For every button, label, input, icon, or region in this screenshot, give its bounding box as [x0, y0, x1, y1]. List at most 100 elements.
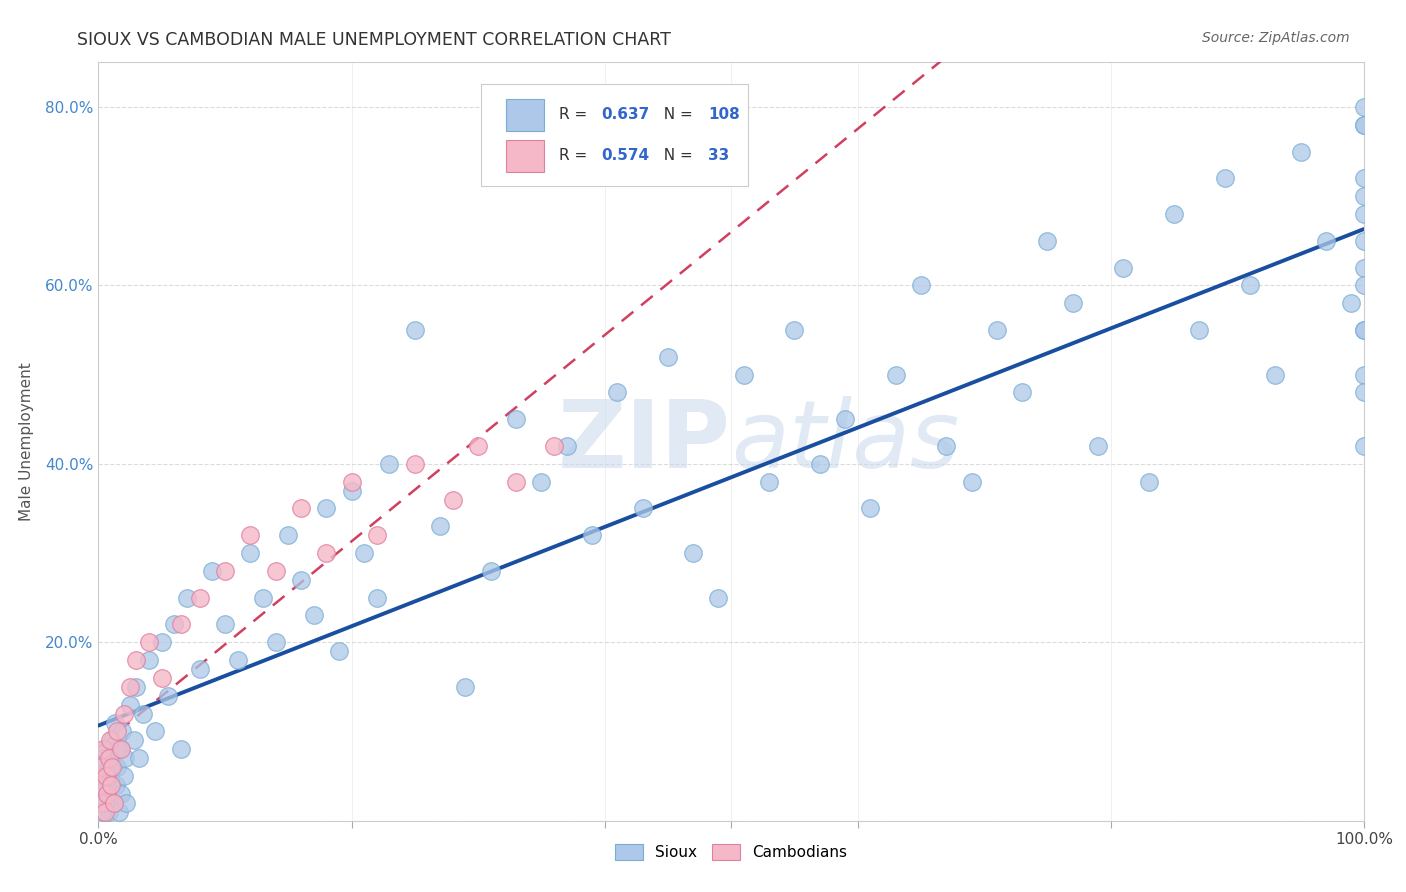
Point [122, 733, 145, 747]
Text: R =: R = [560, 107, 592, 122]
Point [1264, 368, 1286, 382]
Text: N =: N = [654, 107, 697, 122]
Point [132, 706, 155, 721]
Point [188, 662, 211, 676]
Point [125, 653, 148, 667]
Point [110, 742, 132, 756]
Point [264, 635, 287, 649]
Point [340, 475, 363, 489]
Point [108, 742, 131, 756]
Point [441, 492, 464, 507]
Point [1163, 207, 1185, 221]
FancyBboxPatch shape [481, 85, 748, 186]
Point [114, 751, 136, 765]
Text: N =: N = [654, 148, 697, 163]
Point [1353, 171, 1375, 186]
Y-axis label: Male Unemployment: Male Unemployment [18, 362, 34, 521]
Point [90, 760, 112, 774]
Point [226, 653, 249, 667]
Point [107, 724, 129, 739]
Point [101, 760, 124, 774]
Point [1353, 118, 1375, 132]
Point [112, 769, 135, 783]
Point [530, 475, 553, 489]
Point [157, 689, 180, 703]
FancyBboxPatch shape [506, 99, 544, 130]
Point [96, 787, 118, 801]
Point [543, 439, 565, 453]
Point [110, 787, 132, 801]
Text: 108: 108 [709, 107, 740, 122]
Point [631, 501, 654, 516]
Point [657, 350, 679, 364]
Point [404, 457, 426, 471]
Text: SIOUX VS CAMBODIAN MALE UNEMPLOYMENT CORRELATION CHART: SIOUX VS CAMBODIAN MALE UNEMPLOYMENT COR… [77, 31, 671, 49]
Point [1353, 207, 1375, 221]
Point [429, 519, 451, 533]
Point [94, 769, 117, 783]
Point [93, 796, 117, 810]
Point [1353, 234, 1375, 248]
Point [1353, 385, 1375, 400]
Point [340, 483, 363, 498]
Point [107, 805, 129, 819]
Point [94, 742, 117, 756]
Point [1289, 145, 1312, 159]
Point [93, 760, 117, 774]
Point [100, 751, 122, 765]
Point [315, 501, 337, 516]
Point [89, 787, 111, 801]
Point [682, 546, 704, 560]
Point [128, 751, 150, 765]
Point [169, 617, 191, 632]
Point [163, 617, 186, 632]
Point [1353, 323, 1375, 337]
Point [315, 546, 337, 560]
Point [1036, 234, 1059, 248]
Point [98, 760, 121, 774]
Point [93, 742, 115, 756]
Point [555, 439, 578, 453]
Point [302, 608, 325, 623]
Point [91, 805, 114, 819]
Point [96, 787, 118, 801]
Point [96, 778, 118, 792]
Point [150, 635, 173, 649]
Point [1340, 296, 1362, 310]
Point [98, 769, 121, 783]
Point [252, 591, 274, 605]
Point [103, 796, 125, 810]
Point [366, 591, 388, 605]
Point [581, 528, 603, 542]
Point [100, 778, 122, 792]
Point [1353, 323, 1375, 337]
Point [1353, 260, 1375, 275]
Point [93, 796, 115, 810]
Point [93, 805, 117, 819]
Point [1213, 171, 1236, 186]
Point [112, 706, 135, 721]
Point [1087, 439, 1109, 453]
Point [986, 323, 1008, 337]
Point [91, 778, 114, 792]
Point [454, 680, 477, 694]
Point [1353, 189, 1375, 203]
Point [1188, 323, 1211, 337]
Text: ZIP: ZIP [558, 395, 731, 488]
Point [90, 769, 112, 783]
Point [277, 528, 299, 542]
Point [239, 528, 262, 542]
Text: 0.637: 0.637 [600, 107, 650, 122]
Point [884, 368, 907, 382]
Point [105, 778, 128, 792]
Point [910, 278, 932, 293]
Point [111, 724, 134, 739]
Point [107, 760, 129, 774]
Point [1239, 278, 1261, 293]
Text: 33: 33 [709, 148, 730, 163]
Point [138, 635, 160, 649]
Point [733, 368, 755, 382]
Point [138, 653, 160, 667]
Point [120, 698, 141, 712]
Point [239, 546, 262, 560]
